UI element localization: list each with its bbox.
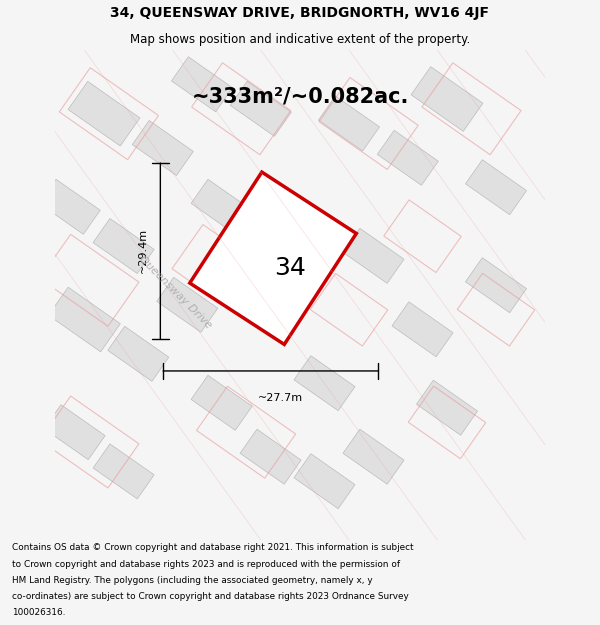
Text: ~29.4m: ~29.4m: [138, 228, 148, 274]
Polygon shape: [132, 121, 193, 176]
Text: 34, QUEENSWAY DRIVE, BRIDGNORTH, WV16 4JF: 34, QUEENSWAY DRIVE, BRIDGNORTH, WV16 4J…: [110, 6, 490, 19]
Polygon shape: [294, 356, 355, 411]
Polygon shape: [68, 81, 140, 146]
Polygon shape: [172, 57, 233, 112]
Polygon shape: [411, 67, 483, 131]
Polygon shape: [93, 219, 154, 274]
Text: 100026316.: 100026316.: [12, 608, 65, 617]
Text: 34: 34: [274, 256, 306, 280]
Polygon shape: [191, 179, 252, 234]
Polygon shape: [466, 258, 527, 312]
Text: co-ordinates) are subject to Crown copyright and database rights 2023 Ordnance S: co-ordinates) are subject to Crown copyr…: [12, 592, 409, 601]
Text: to Crown copyright and database rights 2023 and is reproduced with the permissio: to Crown copyright and database rights 2…: [12, 559, 400, 569]
Polygon shape: [157, 278, 218, 332]
Polygon shape: [93, 444, 154, 499]
Polygon shape: [377, 130, 439, 185]
Polygon shape: [39, 179, 100, 234]
Polygon shape: [230, 81, 292, 136]
Text: Contains OS data © Crown copyright and database right 2021. This information is : Contains OS data © Crown copyright and d…: [12, 543, 413, 552]
Text: Queensway Drive: Queensway Drive: [137, 254, 214, 331]
Polygon shape: [392, 302, 453, 357]
Polygon shape: [191, 375, 252, 430]
Text: ~333m²/~0.082ac.: ~333m²/~0.082ac.: [191, 86, 409, 106]
Polygon shape: [466, 160, 527, 215]
Polygon shape: [319, 96, 380, 151]
Polygon shape: [190, 172, 356, 344]
Polygon shape: [343, 228, 404, 283]
Polygon shape: [108, 326, 169, 381]
Text: Map shows position and indicative extent of the property.: Map shows position and indicative extent…: [130, 32, 470, 46]
Polygon shape: [294, 454, 355, 509]
Text: HM Land Registry. The polygons (including the associated geometry, namely x, y: HM Land Registry. The polygons (includin…: [12, 576, 373, 585]
Polygon shape: [44, 405, 105, 460]
Polygon shape: [49, 287, 121, 352]
Polygon shape: [343, 429, 404, 484]
Text: ~27.7m: ~27.7m: [258, 393, 303, 403]
Polygon shape: [416, 380, 478, 435]
Polygon shape: [240, 429, 301, 484]
